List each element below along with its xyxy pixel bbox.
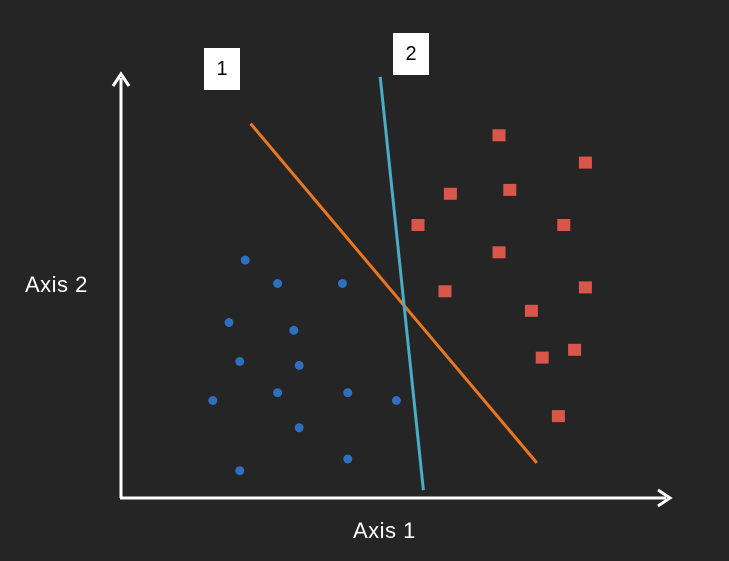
circle-point: [294, 423, 304, 433]
circle-point: [337, 279, 347, 288]
circle-point: [240, 255, 250, 265]
circle-point: [343, 454, 353, 464]
circle-point: [273, 279, 283, 288]
square-point: [551, 410, 565, 423]
square-point: [411, 219, 425, 231]
circle-point: [289, 325, 299, 335]
x-axis-arrowhead: [657, 488, 673, 508]
square-point: [557, 219, 571, 231]
circle-point: [273, 388, 283, 398]
line-2-tag: 2: [393, 33, 429, 75]
square-point: [524, 304, 538, 317]
square-point: [568, 343, 582, 356]
square-point: [438, 285, 452, 298]
y-axis-label: Axis 2: [25, 272, 88, 297]
line-1-tag: 1: [204, 48, 240, 90]
circle-point: [391, 396, 401, 405]
circle-point: [208, 396, 218, 405]
square-point: [578, 281, 592, 294]
x-axis-label: Axis 1: [353, 518, 416, 543]
circle-point: [294, 360, 304, 370]
circle-point: [235, 466, 245, 476]
square-point: [578, 156, 592, 169]
square-point: [503, 183, 517, 196]
square-point: [492, 246, 506, 259]
circle-point: [343, 388, 353, 398]
separator-line-1: [249, 122, 538, 464]
circle-point: [224, 318, 234, 327]
square-point: [443, 187, 457, 200]
circle-point: [235, 357, 245, 366]
points-layer: [208, 129, 592, 476]
y-axis-arrowhead: [111, 71, 131, 87]
square-point: [492, 129, 506, 142]
square-point: [535, 351, 549, 364]
lines-layer: [249, 76, 538, 491]
separator-line-2: [378, 76, 425, 491]
